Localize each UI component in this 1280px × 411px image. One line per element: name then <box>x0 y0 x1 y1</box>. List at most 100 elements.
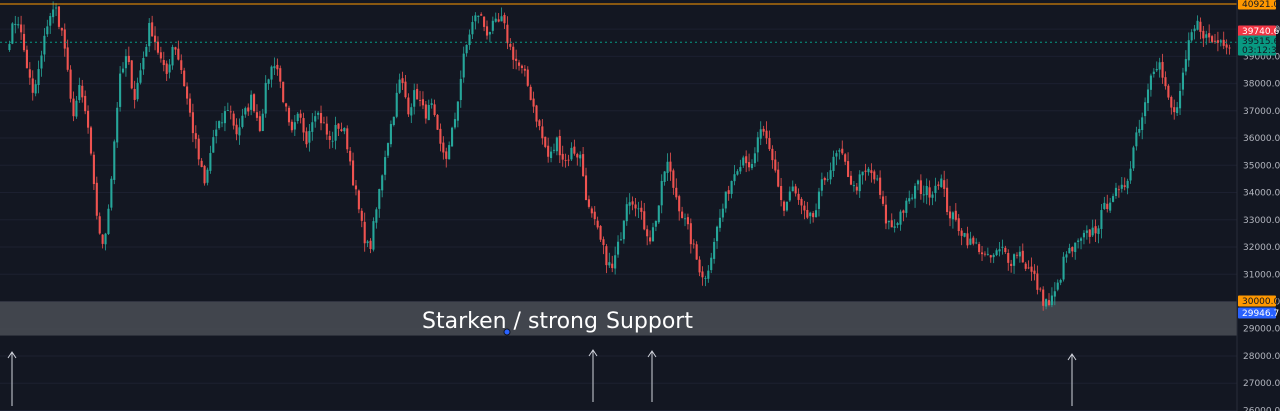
candle-body <box>771 148 774 161</box>
candle-body <box>407 97 410 115</box>
candle-body <box>63 29 66 49</box>
candle-body <box>748 162 751 168</box>
candle-body <box>340 129 343 131</box>
candle-body <box>678 196 681 212</box>
candle-body <box>814 210 818 218</box>
candle-body <box>1158 62 1161 70</box>
candle-body <box>107 208 110 235</box>
candle-body <box>881 196 885 204</box>
candle-body <box>1152 71 1155 75</box>
candle-body <box>139 70 142 83</box>
candle-body <box>381 175 384 191</box>
candle-body <box>954 210 957 220</box>
candle-body <box>646 229 649 237</box>
candle-body <box>81 85 84 98</box>
candle-body <box>235 124 238 135</box>
candle-body <box>934 185 937 194</box>
candle-body <box>1027 267 1030 269</box>
candle-body <box>902 210 905 213</box>
candle-body <box>180 60 183 70</box>
price-tag <box>1238 25 1276 37</box>
candle-body <box>713 241 716 259</box>
candle-body <box>803 205 806 211</box>
candle-body <box>870 170 873 174</box>
candle-body <box>829 170 832 180</box>
candle-body <box>756 137 759 153</box>
candle-body <box>319 113 323 124</box>
candle-body <box>317 112 320 115</box>
candle-body <box>724 191 727 209</box>
candle-body <box>529 86 532 100</box>
candle-body <box>547 145 550 157</box>
candle-body <box>1211 36 1214 43</box>
candle-body <box>1045 299 1048 307</box>
candle-body <box>485 26 489 36</box>
candle-body <box>87 110 90 128</box>
candle-body <box>1138 128 1141 133</box>
candle-body <box>832 156 835 172</box>
candle-body <box>555 137 558 152</box>
candle-body <box>905 200 908 213</box>
candle-body <box>462 53 465 78</box>
candle-body <box>660 180 663 206</box>
candle-body <box>1219 40 1222 42</box>
candle-body <box>1199 21 1202 32</box>
candle-body <box>1126 180 1129 189</box>
y-tick-label: 28000.0 <box>1243 352 1280 362</box>
candle-body <box>369 240 372 249</box>
candle-body <box>337 123 340 129</box>
candle-body <box>241 115 244 127</box>
candle-body <box>654 220 657 227</box>
candle-body <box>1033 270 1036 274</box>
candle-body <box>343 127 346 132</box>
candle-body <box>264 82 267 114</box>
candle-body <box>287 107 291 123</box>
candle-body <box>197 138 200 160</box>
candle-body <box>916 180 920 185</box>
candle-body <box>940 178 943 188</box>
candle-body <box>389 124 392 145</box>
candle-body <box>611 263 614 269</box>
candle-body <box>567 159 570 161</box>
candle-body <box>663 171 666 182</box>
candle-body <box>293 122 296 130</box>
candle-body <box>590 208 593 214</box>
candle-body <box>978 244 981 253</box>
candle-body <box>867 168 870 173</box>
candle-body <box>421 99 425 106</box>
y-tick-label: 38000.0 <box>1243 80 1280 90</box>
candle-body <box>552 149 556 151</box>
candle-body <box>675 187 678 198</box>
candle-body <box>220 122 224 124</box>
candle-body <box>253 94 256 112</box>
candle-body <box>561 153 564 160</box>
candle-body <box>1094 226 1097 234</box>
candle-body <box>686 217 689 225</box>
candle-body <box>392 116 395 126</box>
candle-body <box>1176 107 1179 114</box>
candle-body <box>1085 230 1088 233</box>
candle-body <box>879 177 882 195</box>
candle-body <box>22 33 26 51</box>
candle-body <box>1190 32 1193 41</box>
candle-body <box>584 175 588 201</box>
candle-body <box>768 138 771 150</box>
candle-body <box>410 107 413 116</box>
candle-body <box>750 163 754 169</box>
candle-body <box>1120 184 1123 189</box>
candle-body <box>844 154 847 162</box>
candle-body <box>279 68 282 82</box>
candle-body <box>14 23 17 26</box>
candle-body <box>835 153 838 157</box>
candle-body <box>110 178 113 208</box>
candle-body <box>311 122 314 132</box>
candle-body <box>130 60 133 89</box>
candle-body <box>791 186 794 192</box>
candle-body <box>914 185 917 199</box>
candle-body <box>145 46 148 57</box>
candle-body <box>89 127 93 154</box>
candle-body <box>718 217 722 228</box>
candle-body <box>669 161 672 172</box>
